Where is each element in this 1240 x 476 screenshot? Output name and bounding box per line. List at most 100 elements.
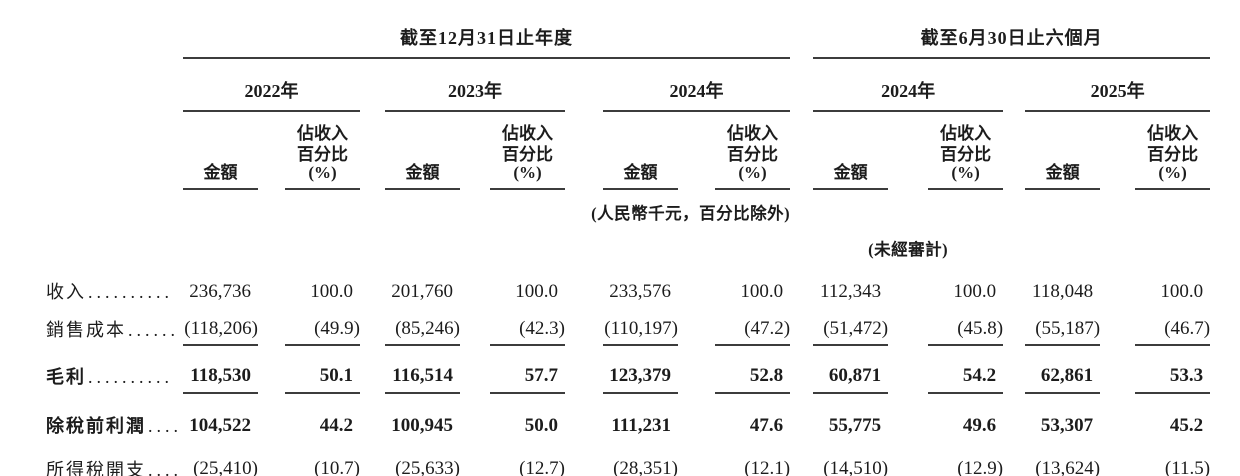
spacer (1003, 305, 1025, 345)
table-cell: (42.3) (490, 305, 565, 346)
spacer (360, 262, 385, 305)
spacer (46, 228, 183, 262)
row-label-text: 毛利 (46, 367, 86, 388)
table-cell: 47.6 (749, 415, 784, 437)
spacer (678, 439, 715, 476)
table-cell: 53.3 (1135, 345, 1211, 394)
unaudited-note: (未經審計) (868, 239, 949, 259)
spacer (360, 305, 385, 345)
amount-header: 金額 (603, 111, 678, 190)
table-cell: 52.8 (715, 345, 791, 394)
spacer (460, 262, 490, 305)
spacer (360, 345, 385, 393)
spacer (790, 345, 813, 393)
row-label-text: 收入 (46, 282, 86, 303)
table-cell: (12.1) (715, 439, 791, 476)
row-label: 除稅前利潤.... (46, 393, 183, 439)
spacer (565, 305, 603, 345)
spacer (790, 262, 813, 305)
pct-header: 佔收入 百分比(%) (928, 111, 1004, 190)
amount-header: 金額 (813, 111, 889, 190)
table-cell: (25,410) (183, 439, 258, 476)
row-label: 銷售成本...... (46, 305, 183, 345)
pct-header-line1: 佔收入 (727, 124, 779, 144)
pct-header-line2: 百分比(%) (502, 145, 553, 183)
unaudited-note-row: (未經審計) (46, 228, 1210, 262)
section-header-annual: 截至12月31日止年度 (183, 12, 791, 59)
spacer (460, 393, 490, 439)
spacer (258, 262, 285, 305)
spacer (1100, 111, 1135, 189)
spacer (258, 345, 285, 393)
dot-leader: .... (148, 460, 182, 476)
pct-header: 佔收入 百分比(%) (1135, 111, 1211, 190)
currency-note: (人民幣千元，百分比除外) (591, 203, 791, 223)
dot-leader: .... (148, 416, 182, 437)
table-cell: 111,231 (611, 415, 671, 437)
spacer (1003, 393, 1025, 439)
spacer (183, 228, 790, 262)
spacer (1100, 393, 1135, 439)
pct-header-line1: 佔收入 (940, 124, 992, 144)
pct-header-line2: 百分比(%) (1147, 145, 1199, 183)
amount-header: 金額 (1025, 111, 1101, 190)
year-header-2025: 2025年 (1025, 58, 1211, 112)
row-label: 毛利.......... (46, 345, 183, 393)
spacer (46, 12, 183, 58)
table-cell: 50.1 (285, 345, 360, 394)
spacer (460, 345, 490, 393)
year-header-2024-interim: 2024年 (813, 58, 1004, 112)
table-cell: 53,307 (1040, 415, 1094, 437)
row-label-text: 銷售成本 (46, 320, 126, 341)
table-cell: 50.0 (524, 415, 558, 437)
table-cell: 118,530 (183, 345, 258, 394)
table-cell: 54.2 (928, 345, 1004, 394)
year-header-2022: 2022年 (183, 58, 360, 112)
pct-header: 佔收入 百分比(%) (285, 111, 360, 190)
spacer (565, 262, 603, 305)
table-cell: (46.7) (1135, 305, 1211, 346)
table-cell: 118,048 (1032, 281, 1094, 303)
table-cell: (13,624) (1025, 439, 1101, 476)
table-cell: 123,379 (603, 345, 678, 394)
table-cell: (25,633) (385, 439, 460, 476)
spacer (1100, 305, 1135, 345)
spacer (565, 58, 603, 111)
spacer (1003, 345, 1025, 393)
table-row-income-tax-expense: 所得稅開支.... (25,410) (10.7) (25,633) (12.7… (46, 439, 1211, 476)
dot-leader: .......... (88, 282, 173, 303)
pct-header-line1: 佔收入 (502, 124, 553, 144)
table-cell: 62,861 (1025, 345, 1101, 394)
spacer (258, 111, 285, 189)
table-row-gross-profit: 毛利.......... 118,530 50.1 116,514 57.7 1… (46, 345, 1211, 394)
dot-leader: ...... (128, 320, 179, 341)
section-header-row: 截至12月31日止年度 截至6月30日止六個月 (46, 12, 1211, 59)
pct-header-line1: 佔收入 (1147, 124, 1199, 144)
spacer (678, 262, 715, 305)
spacer (360, 58, 385, 111)
spacer (1100, 439, 1135, 476)
spacer (790, 12, 813, 58)
table-cell: (12.9) (928, 439, 1004, 476)
spacer (460, 111, 490, 189)
table-cell: 100.0 (740, 281, 784, 303)
table-cell: (28,351) (603, 439, 678, 476)
pct-header-line1: 佔收入 (297, 124, 348, 144)
table-row-revenue: 收入.......... 236,736 100.0 201,760 100.0… (46, 262, 1210, 305)
spacer (1003, 58, 1025, 111)
year-header-2024: 2024年 (603, 58, 791, 112)
spacer (360, 439, 385, 476)
spacer (360, 393, 385, 439)
table-cell: 100.0 (953, 281, 997, 303)
year-header-2023: 2023年 (385, 58, 565, 112)
spacer (790, 393, 813, 439)
row-label-text: 除稅前利潤 (46, 416, 146, 437)
spacer (1100, 345, 1135, 393)
spacer (565, 393, 603, 439)
table-cell: 44.2 (319, 415, 353, 437)
table-cell: 55,775 (828, 415, 882, 437)
amount-header: 金額 (183, 111, 258, 190)
table-cell: (55,187) (1025, 305, 1101, 346)
table-cell: 100.0 (1160, 281, 1204, 303)
spacer (678, 345, 715, 393)
